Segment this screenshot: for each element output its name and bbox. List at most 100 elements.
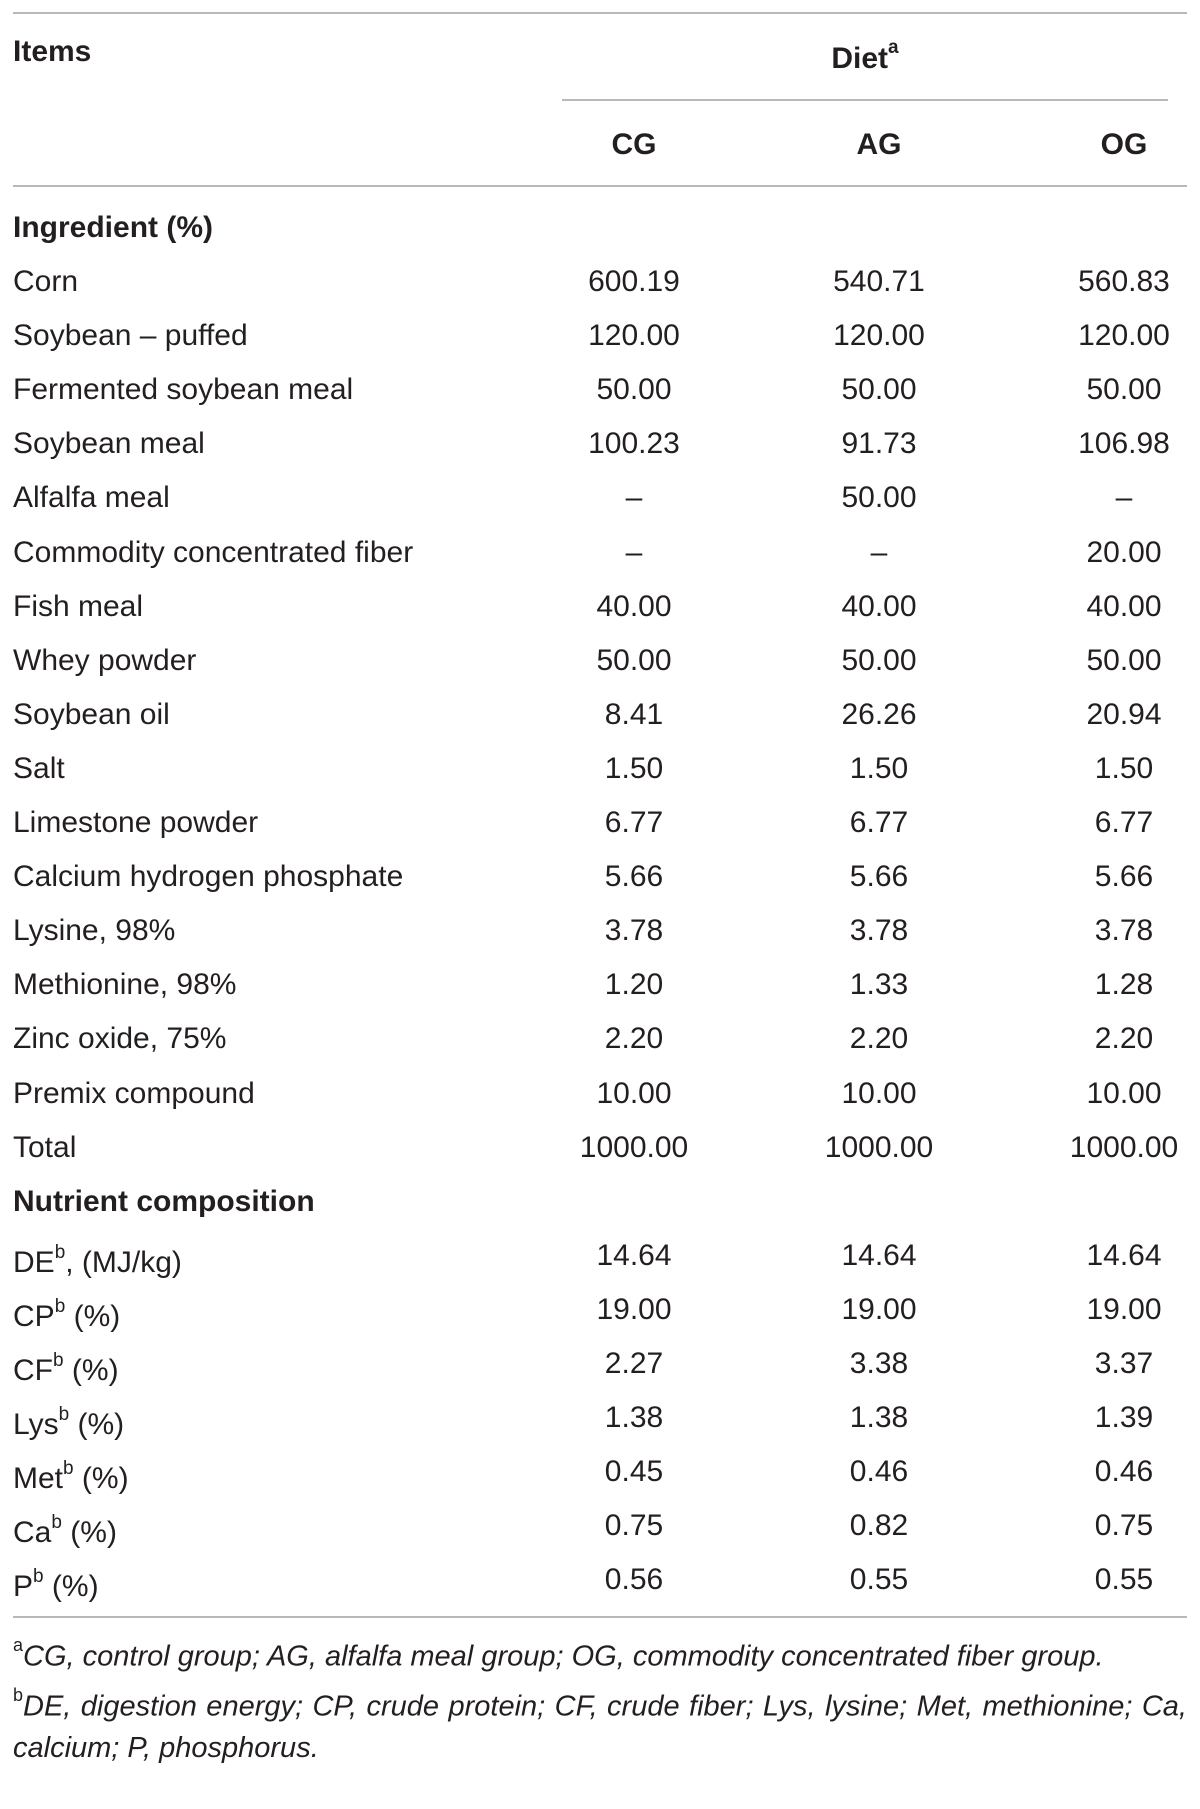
row-label-unit: , (MJ/kg)	[65, 1245, 182, 1279]
cell-ag: 19.00	[841, 1292, 917, 1326]
cell-cg: 50.00	[596, 373, 672, 407]
footnote-mark: b	[63, 1458, 74, 1480]
row-label-unit: (%)	[63, 1353, 119, 1387]
row-label: Lysine, 98%	[13, 907, 175, 955]
cell-og: 3.37	[1094, 1346, 1154, 1380]
cell-cg: 3.78	[604, 914, 664, 948]
header-column-ag: AG	[856, 128, 902, 161]
row-label-text: Lysine, 98%	[13, 914, 176, 948]
row-label: Salt	[13, 745, 65, 793]
cell-og: 6.77	[1094, 806, 1154, 840]
table-row: Whey powder 50.00 50.00 50.00	[13, 637, 1187, 691]
cell-cg: –	[625, 481, 643, 515]
cell-cg: 2.27	[604, 1346, 664, 1380]
cell-og: 1.50	[1094, 751, 1154, 785]
row-label-text: Limestone powder	[13, 806, 259, 840]
footnote-mark: b	[58, 1404, 70, 1426]
cell-og: 19.00	[1086, 1292, 1162, 1326]
cell-ag: 5.66	[849, 860, 909, 894]
footnote-mark: b	[53, 1349, 64, 1371]
cell-og: 0.55	[1094, 1563, 1154, 1597]
row-label-text: Salt	[13, 751, 65, 785]
cell-og: 0.46	[1094, 1455, 1154, 1489]
section-heading-row: Ingredient (%)	[13, 204, 1187, 258]
cell-og: 10.00	[1086, 1076, 1162, 1110]
header-column-og: OG	[1100, 128, 1148, 161]
cell-cg: 40.00	[596, 589, 672, 623]
cell-og: 1000.00	[1069, 1130, 1179, 1164]
cell-cg: 6.77	[604, 806, 664, 840]
cell-og: 106.98	[1078, 427, 1170, 461]
cell-ag: 540.71	[833, 265, 925, 299]
cell-cg: 100.23	[588, 427, 680, 461]
row-label-unit: (%)	[65, 1299, 121, 1333]
cell-ag: 91.73	[841, 427, 917, 461]
row-label: Premix compound	[13, 1070, 255, 1118]
header-bottom-rule	[13, 185, 1187, 187]
cell-ag: 3.78	[849, 914, 909, 948]
table-row: Pb (%) 0.56 0.55 0.55	[13, 1556, 1187, 1610]
table-row: DEb, (MJ/kg) 14.64 14.64 14.64	[13, 1232, 1187, 1286]
footnote-mark: b	[33, 1566, 44, 1588]
row-label-text: CP	[13, 1299, 55, 1333]
row-label-text: Soybean oil	[13, 697, 170, 731]
row-label-text: Soybean – puffed	[13, 319, 248, 353]
header-items: Items	[13, 35, 92, 68]
row-label-text: Premix compound	[13, 1076, 255, 1110]
cell-cg: 19.00	[596, 1292, 672, 1326]
row-label-text: Lys	[13, 1408, 59, 1442]
footnote-mark: b	[54, 1295, 66, 1317]
cell-cg: 1.38	[604, 1401, 664, 1435]
table-row: CFb (%) 2.27 3.38 3.37	[13, 1340, 1187, 1394]
row-label-unit: (%)	[61, 1516, 117, 1550]
cell-ag: –	[870, 535, 888, 569]
cell-ag: 1.38	[849, 1401, 909, 1435]
row-label-text: Alfalfa meal	[13, 481, 170, 515]
row-label-text: Fish meal	[13, 589, 144, 623]
cell-cg: 1.20	[604, 968, 664, 1002]
row-label: Corn	[13, 258, 78, 306]
row-label-text: Fermented soybean meal	[13, 373, 354, 407]
row-label-text: Calcium hydrogen phosphate	[13, 860, 404, 894]
cell-cg: 5.66	[604, 860, 664, 894]
cell-ag: 0.82	[849, 1509, 909, 1543]
cell-og: 3.78	[1094, 914, 1154, 948]
cell-cg: 1000.00	[579, 1130, 689, 1164]
cell-ag: 1.50	[849, 751, 909, 785]
row-label-unit: (%)	[73, 1462, 129, 1496]
footnote-text: DE, digestion energy; CP, crude protein;…	[13, 1690, 1187, 1765]
cell-ag: 50.00	[841, 643, 917, 677]
cell-cg: 8.41	[604, 697, 664, 731]
table-row: Methionine, 98% 1.20 1.33 1.28	[13, 961, 1187, 1015]
table-row: Corn 600.19 540.71 560.83	[13, 258, 1187, 312]
row-label: Whey powder	[13, 637, 196, 685]
row-label-text: Ingredient (%)	[13, 211, 213, 244]
cell-ag: 6.77	[849, 806, 909, 840]
cell-ag: 26.26	[841, 697, 917, 731]
row-label: Total	[13, 1124, 76, 1172]
cell-og: –	[1115, 481, 1133, 515]
cell-ag: 10.00	[841, 1076, 917, 1110]
footnote: aCG, control group; AG, alfalfa meal gro…	[13, 1628, 1187, 1678]
footnote-text: CG, control group; AG, alfalfa meal grou…	[23, 1640, 1104, 1673]
footnote-mark: a	[13, 1635, 24, 1655]
cell-og: 1.39	[1094, 1401, 1154, 1435]
header-diet-label: Diet	[831, 42, 889, 75]
cell-ag: 120.00	[833, 319, 925, 353]
table-row: Metb (%) 0.45 0.46 0.46	[13, 1448, 1187, 1502]
row-label: Limestone powder	[13, 799, 258, 847]
table-row: Premix compound 10.00 10.00 10.00	[13, 1070, 1187, 1124]
row-label-text: Corn	[13, 265, 79, 299]
cell-ag: 1.33	[849, 968, 909, 1002]
header-diet-footnote-mark: a	[888, 37, 899, 58]
row-label: Nutrient composition	[13, 1178, 315, 1226]
table-row: Total 1000.00 1000.00 1000.00	[13, 1124, 1187, 1178]
row-label: CFb (%)	[13, 1340, 119, 1395]
row-label-text: CF	[13, 1353, 53, 1387]
row-label: Alfalfa meal	[13, 474, 170, 522]
table-row: Lysine, 98% 3.78 3.78 3.78	[13, 907, 1187, 961]
row-label-text: Ca	[13, 1516, 52, 1550]
cell-og: 5.66	[1094, 860, 1154, 894]
cell-og: 20.00	[1086, 535, 1162, 569]
